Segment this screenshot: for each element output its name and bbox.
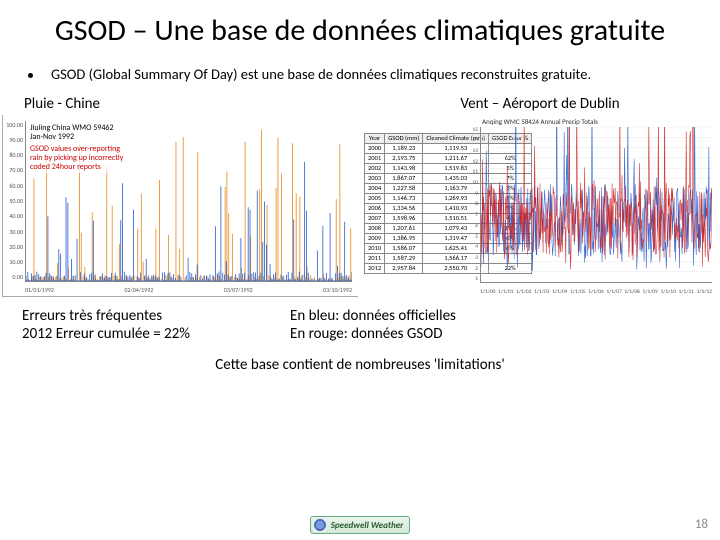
right-y-axis: 123456789101112131415 — [466, 127, 478, 283]
left-y-axis: 100.0090.0080.0070.0060.0050.0040.0030.0… — [5, 121, 23, 282]
caption-line: En rouge: données GSOD — [290, 325, 456, 344]
annot-note: coded 24hour reports — [30, 163, 123, 172]
right-chart: Anqing WMC 58424 Annual Precip Totals Ye… — [362, 115, 718, 297]
left-chart-column: Pluie - Chine 100.0090.0080.0070.0060.00… — [2, 93, 358, 297]
bullet-row: GSOD (Global Summary Of Day) est une bas… — [0, 57, 720, 87]
x-tick: 02/04/1992 — [124, 286, 153, 294]
left-x-axis: 01/01/1992 02/04/1992 03/07/1992 03/10/1… — [25, 286, 352, 294]
left-caption: Erreurs très fréquentes 2012 Erreur cumu… — [22, 307, 190, 345]
right-chart-column: Vent – Aéroport de Dublin Anqing WMC 584… — [362, 93, 718, 297]
right-caption: En bleu: données officielles En rouge: d… — [290, 307, 456, 345]
left-chart-label: Pluie - Chine — [2, 93, 358, 115]
bullet-dot — [28, 73, 33, 78]
page-number: 18 — [695, 517, 708, 532]
right-chart-label: Vent – Aéroport de Dublin — [362, 93, 718, 115]
right-chart-svg — [481, 127, 712, 282]
charts-row: Pluie - Chine 100.0090.0080.0070.0060.00… — [0, 87, 720, 297]
annot-sub: Jan-Nov 1992 — [30, 133, 123, 142]
caption-line: 2012 Erreur cumulée = 22% — [22, 325, 190, 344]
left-chart: 100.0090.0080.0070.0060.0050.0040.0030.0… — [2, 115, 358, 297]
right-plot-area — [480, 127, 712, 283]
logo-row: Speedwell Weather — [0, 516, 720, 534]
slide-title: GSOD – Une base de données climatiques g… — [0, 0, 720, 57]
logo-text: Speedwell Weather — [331, 520, 404, 531]
captions-row: Erreurs très fréquentes 2012 Erreur cumu… — [0, 297, 720, 345]
caption-line: Erreurs très fréquentes — [22, 307, 190, 326]
speedwell-logo: Speedwell Weather — [310, 516, 411, 534]
x-tick: 01/01/1992 — [25, 286, 54, 294]
left-annotation: Jiuling China WMO 59462 Jan-Nov 1992 GSO… — [29, 123, 124, 174]
caption-line: En bleu: données officielles — [290, 307, 456, 326]
bullet-text: GSOD (Global Summary Of Day) est une bas… — [51, 65, 591, 83]
x-tick: 03/07/1992 — [224, 286, 253, 294]
footer-note: Cette base contient de nombreuses 'limit… — [0, 344, 720, 374]
x-tick: 03/10/1992 — [323, 286, 352, 294]
right-x-axis: 1/1/001/1/011/1/021/1/031/1/041/1/051/1/… — [480, 289, 712, 295]
flower-icon — [313, 518, 327, 532]
right-plot-title: Anqing WMC 58424 Annual Precip Totals — [364, 117, 716, 126]
